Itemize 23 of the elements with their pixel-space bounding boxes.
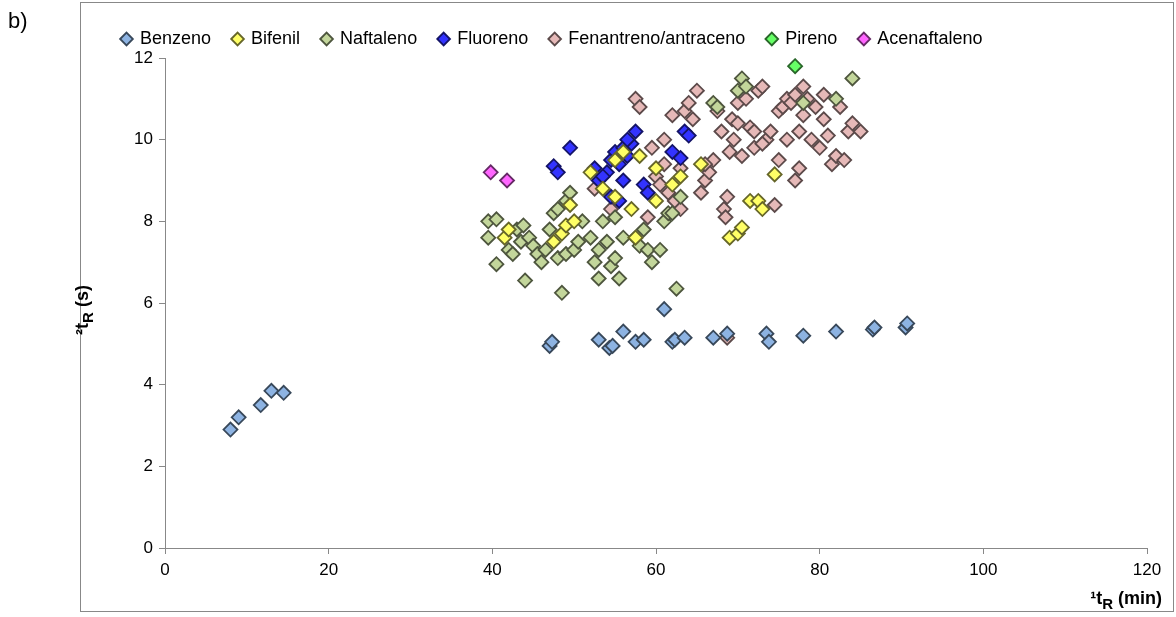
y-tick-label: 10 (134, 129, 153, 149)
x-tick-label: 120 (1132, 559, 1162, 579)
legend-label: Fenantreno/antraceno (568, 27, 746, 48)
y-tick-label: 8 (143, 211, 153, 231)
legend-label: Fluoreno (457, 27, 529, 48)
y-tick-label: 6 (143, 292, 153, 312)
y-tick-label: 12 (134, 47, 153, 67)
x-tick-label: 60 (646, 559, 666, 579)
legend-label: Bifenil (251, 27, 301, 48)
x-tick-label: 40 (482, 559, 502, 579)
legend-label: Pireno (785, 27, 838, 48)
text: b) (8, 8, 28, 34)
legend-label: Naftaleno (340, 27, 418, 48)
x-tick-label: 0 (160, 559, 170, 579)
x-tick-label: 80 (810, 559, 830, 579)
x-tick-label: 100 (969, 559, 998, 579)
y-tick-label: 0 (143, 537, 153, 557)
x-tick-label: 20 (319, 559, 339, 579)
y-tick-label: 2 (143, 456, 153, 476)
x-axis-title: ¹t$_{R}$ (min) (1090, 588, 1162, 612)
legend-label: Acenaftaleno (877, 27, 983, 48)
legend-label: Benzeno (140, 27, 212, 48)
y-tick-label: 4 (143, 374, 153, 394)
